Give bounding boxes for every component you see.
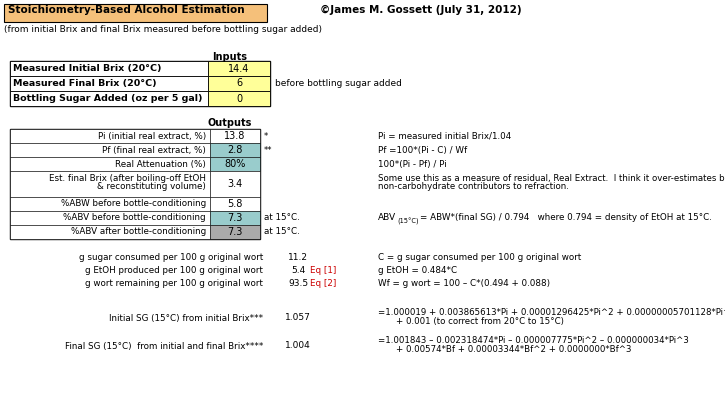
Text: at 15°C.: at 15°C.: [264, 228, 299, 237]
Bar: [210, 129, 260, 143]
Text: Pi (initial real extract, %): Pi (initial real extract, %): [98, 131, 206, 141]
Text: Stoichiometry-Based Alcohol Estimation: Stoichiometry-Based Alcohol Estimation: [8, 5, 244, 15]
Bar: [10, 143, 210, 157]
Text: & reconstituting volume): & reconstituting volume): [97, 182, 206, 191]
Text: ABV: ABV: [378, 213, 396, 223]
Bar: [10, 171, 210, 197]
Text: 100*(Pi - Pf) / Pi: 100*(Pi - Pf) / Pi: [378, 159, 447, 168]
Text: + 0.001 (to correct from 20°C to 15°C): + 0.001 (to correct from 20°C to 15°C): [396, 317, 564, 326]
Bar: [210, 143, 260, 157]
Text: %ABW before bottle-conditioning: %ABW before bottle-conditioning: [61, 200, 206, 208]
Text: g EtOH produced per 100 g original wort: g EtOH produced per 100 g original wort: [85, 266, 263, 275]
Text: = ABW*(final SG) / 0.794   where 0.794 = density of EtOH at 15°C.: = ABW*(final SG) / 0.794 where 0.794 = d…: [420, 213, 712, 223]
Text: **: **: [264, 146, 273, 154]
Text: %ABV after bottle-conditioning: %ABV after bottle-conditioning: [71, 228, 206, 237]
Text: 2.8: 2.8: [228, 145, 243, 155]
Bar: [208, 76, 270, 91]
Text: Outputs: Outputs: [208, 118, 252, 128]
Text: 7.3: 7.3: [228, 213, 243, 223]
Bar: [210, 211, 260, 225]
Text: Some use this as a measure of residual, Real Extract.  I think it over-estimates: Some use this as a measure of residual, …: [378, 174, 725, 183]
Text: ©James M. Gossett (July 31, 2012): ©James M. Gossett (July 31, 2012): [320, 5, 521, 15]
Bar: [10, 61, 270, 106]
Text: 80%: 80%: [224, 159, 246, 169]
Text: Measured Final Brix (20°C): Measured Final Brix (20°C): [13, 79, 157, 88]
Text: %ABV before bottle-conditioning: %ABV before bottle-conditioning: [63, 213, 206, 223]
Text: non-carbohydrate contributors to refraction.: non-carbohydrate contributors to refract…: [378, 182, 569, 191]
Bar: [10, 157, 210, 171]
Bar: [4, 4, 267, 22]
Text: before bottling sugar added: before bottling sugar added: [275, 79, 402, 88]
Text: (15°C): (15°C): [397, 218, 418, 225]
Text: 11.2: 11.2: [288, 253, 308, 262]
Text: Inputs: Inputs: [212, 52, 247, 62]
Bar: [10, 225, 210, 239]
Text: Real Attenuation (%): Real Attenuation (%): [115, 159, 206, 168]
Text: Pi = measured initial Brix/1.04: Pi = measured initial Brix/1.04: [378, 131, 511, 141]
Text: 14.4: 14.4: [228, 64, 249, 74]
Bar: [210, 225, 260, 239]
Text: C = g sugar consumed per 100 g original wort: C = g sugar consumed per 100 g original …: [378, 253, 581, 262]
Bar: [210, 197, 260, 211]
Text: g wort remaining per 100 g original wort: g wort remaining per 100 g original wort: [85, 279, 263, 288]
Text: 1.004: 1.004: [285, 342, 311, 351]
Text: =1.001843 – 0.002318474*Pi – 0.000007775*Pi^2 – 0.000000034*Pi^3: =1.001843 – 0.002318474*Pi – 0.000007775…: [378, 336, 689, 345]
Bar: [210, 171, 260, 197]
Bar: [10, 129, 260, 239]
Bar: [210, 157, 260, 171]
Text: 13.8: 13.8: [224, 131, 246, 141]
Bar: [10, 129, 210, 143]
Text: 93.5: 93.5: [288, 279, 308, 288]
Text: g sugar consumed per 100 g original wort: g sugar consumed per 100 g original wort: [79, 253, 263, 262]
Text: 0: 0: [236, 94, 242, 104]
Text: 3.4: 3.4: [228, 179, 243, 189]
Text: 1.057: 1.057: [285, 314, 311, 322]
Text: 5.4: 5.4: [291, 266, 305, 275]
Text: Final SG (15°C)  from initial and final Brix****: Final SG (15°C) from initial and final B…: [65, 342, 263, 351]
Bar: [10, 211, 210, 225]
Text: Initial SG (15°C) from initial Brix***: Initial SG (15°C) from initial Brix***: [109, 314, 263, 322]
Text: Pf =100*(Pi - C) / Wf: Pf =100*(Pi - C) / Wf: [378, 146, 467, 154]
Text: Bottling Sugar Added (oz per 5 gal): Bottling Sugar Added (oz per 5 gal): [13, 94, 202, 103]
Text: 6: 6: [236, 79, 242, 89]
Text: (from initial Brix and final Brix measured before bottling sugar added): (from initial Brix and final Brix measur…: [4, 25, 322, 34]
Text: g EtOH = 0.484*C: g EtOH = 0.484*C: [378, 266, 457, 275]
Text: Est. final Brix (after boiling-off EtOH: Est. final Brix (after boiling-off EtOH: [49, 174, 206, 183]
Text: + 0.00574*Bf + 0.00003344*Bf^2 + 0.0000000*Bf^3: + 0.00574*Bf + 0.00003344*Bf^2 + 0.00000…: [396, 345, 631, 354]
Text: 7.3: 7.3: [228, 227, 243, 237]
Text: Measured Initial Brix (20°C): Measured Initial Brix (20°C): [13, 64, 162, 73]
Bar: [10, 197, 210, 211]
Text: Eq [2]: Eq [2]: [310, 279, 336, 288]
Text: Eq [1]: Eq [1]: [310, 266, 336, 275]
Text: =1.000019 + 0.003865613*Pi + 0.00001296425*Pi^2 + 0.00000005701128*Pi^3: =1.000019 + 0.003865613*Pi + 0.000012964…: [378, 308, 725, 317]
Bar: [10, 91, 208, 106]
Bar: [10, 76, 208, 91]
Bar: [10, 61, 208, 76]
Text: 5.8: 5.8: [228, 199, 243, 209]
Text: Pf (final real extract, %): Pf (final real extract, %): [102, 146, 206, 154]
Text: *: *: [264, 131, 268, 141]
Bar: [208, 91, 270, 106]
Bar: [208, 61, 270, 76]
Text: Wf = g wort = 100 – C*(0.494 + 0.088): Wf = g wort = 100 – C*(0.494 + 0.088): [378, 279, 550, 288]
Text: at 15°C.: at 15°C.: [264, 213, 299, 223]
